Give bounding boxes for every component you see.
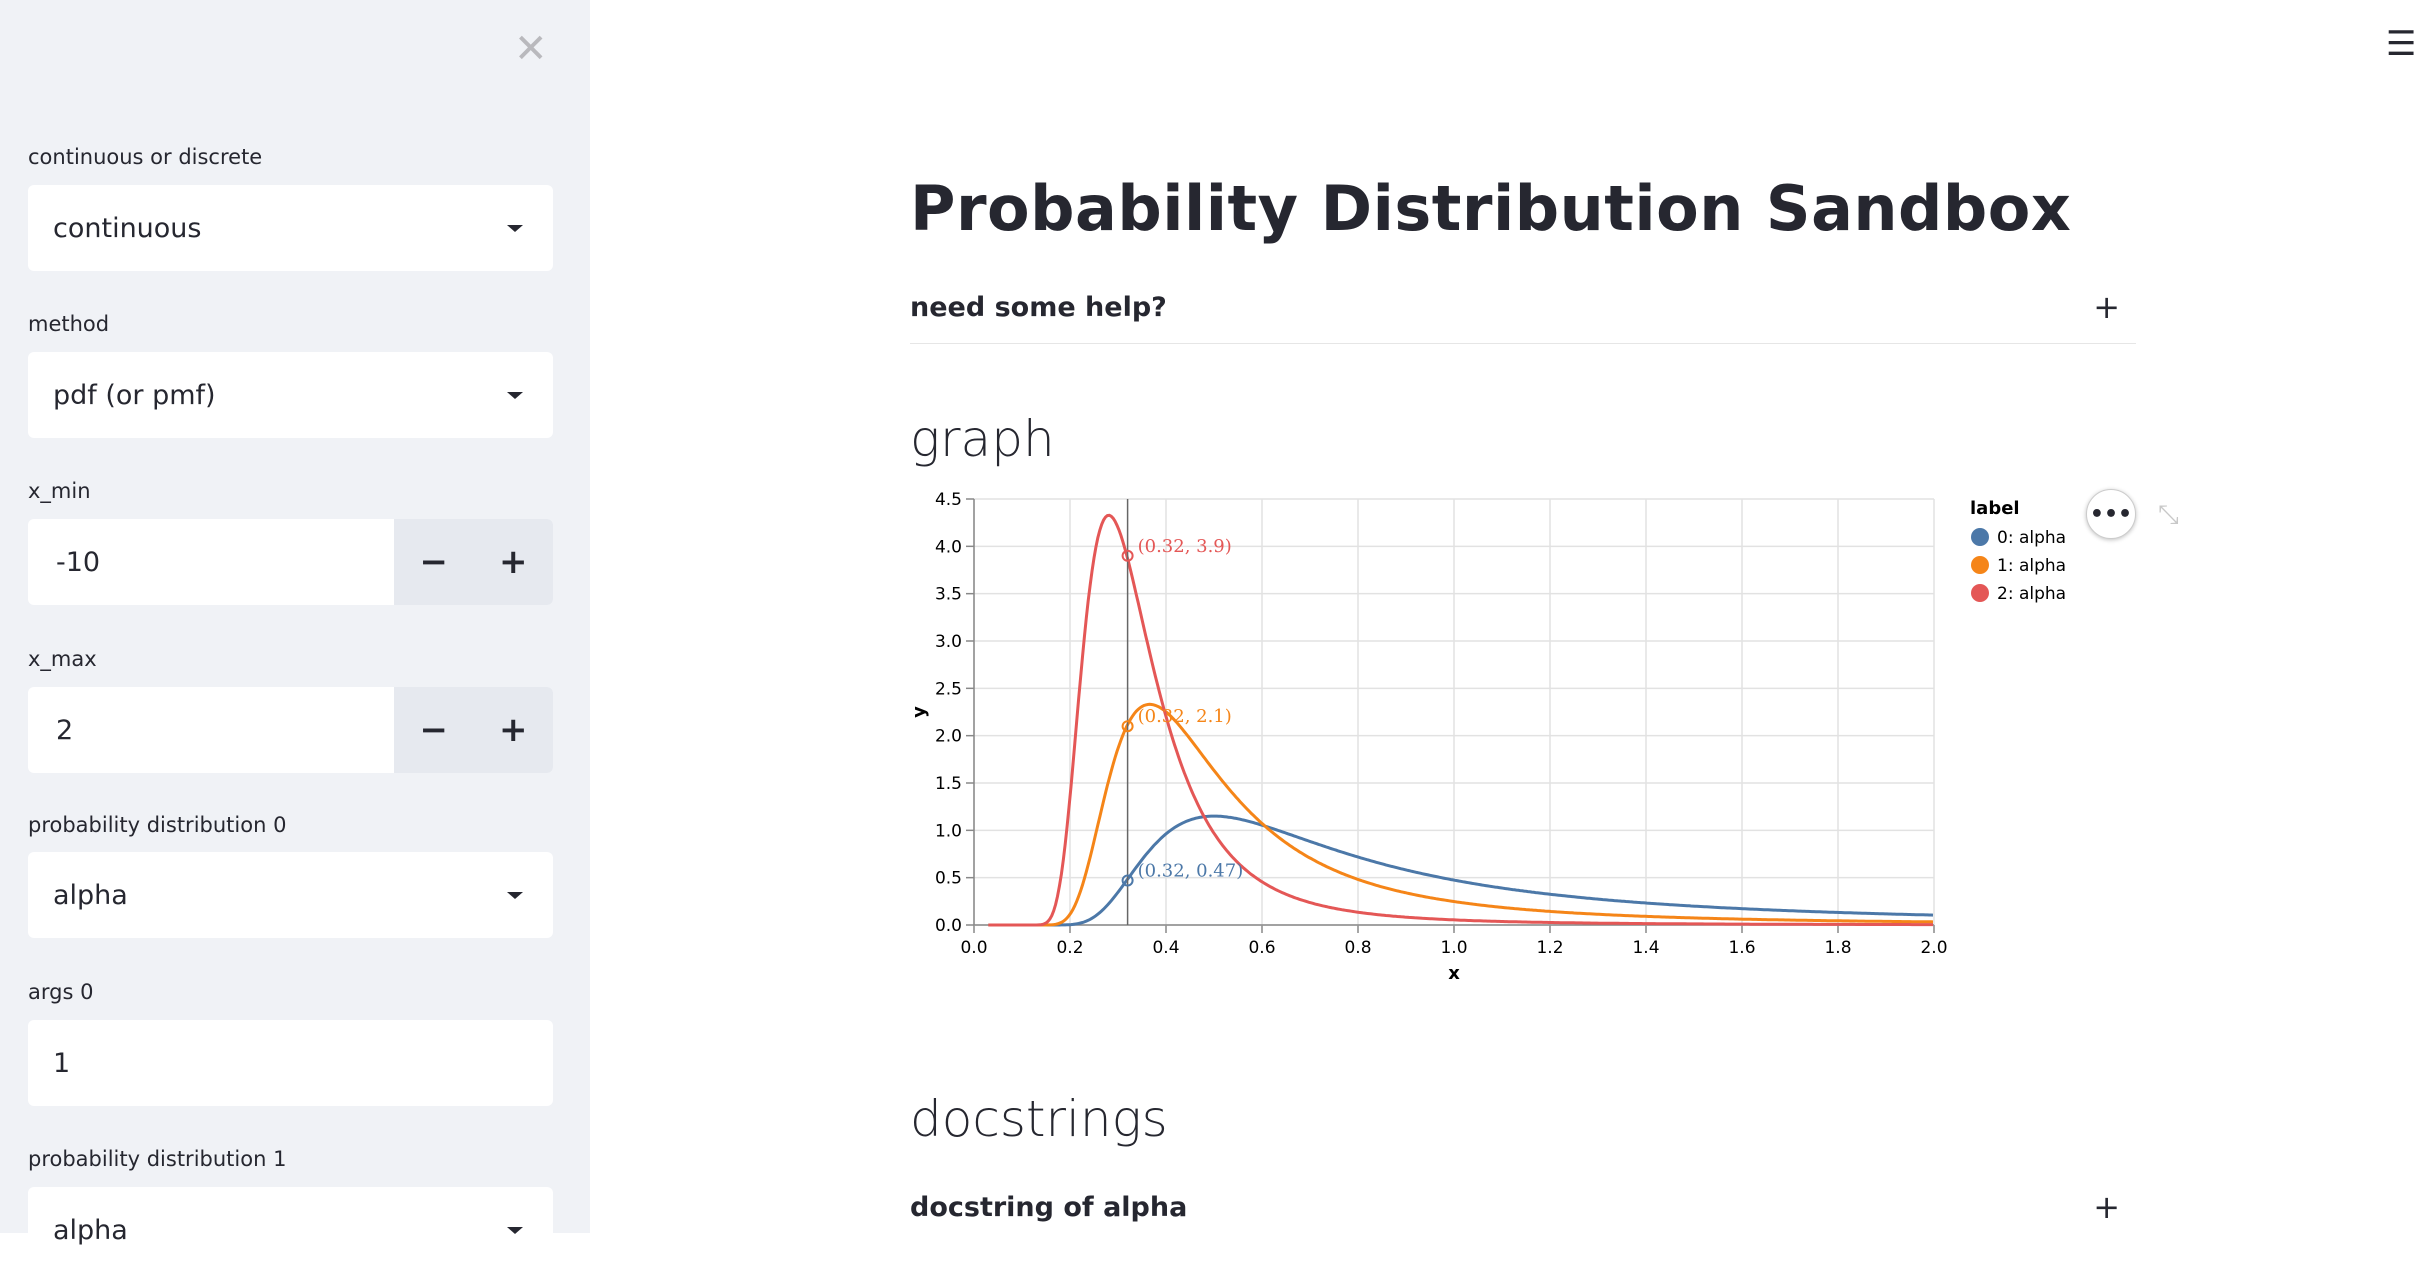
hover-label: (0.32, 3.9) [1138, 536, 1232, 557]
y-tick-label: 4.0 [935, 537, 962, 557]
series-line [988, 513, 1933, 927]
close-x-icon[interactable]: ✕ [514, 26, 548, 72]
x-min-input[interactable]: -10 [56, 546, 101, 578]
decrement-button[interactable]: − [419, 542, 449, 582]
fullscreen-expand-icon[interactable]: ⤡ [2158, 500, 2179, 530]
legend-label: 2: alpha [1997, 584, 2066, 604]
field-label: continuous or discrete [28, 145, 263, 169]
expander-label: docstring of alpha [910, 1192, 1188, 1223]
caret-down-icon [507, 1227, 523, 1234]
x-tick-label: 1.8 [1824, 938, 1851, 958]
plus-icon[interactable]: + [2093, 1188, 2120, 1226]
x-tick-label: 0.4 [1152, 938, 1179, 958]
field-label: args 0 [28, 980, 94, 1004]
select-value: continuous [53, 212, 202, 244]
y-tick-label: 2.5 [935, 679, 962, 699]
legend-label: 0: alpha [1997, 528, 2066, 548]
y-tick-label: 4.5 [935, 490, 962, 510]
field-label: probability distribution 0 [28, 813, 287, 837]
legend-symbol [1971, 584, 1989, 602]
page-title: Probability Distribution Sandbox [910, 172, 2072, 245]
increment-button[interactable]: + [499, 542, 528, 582]
y-axis-title: y [909, 706, 930, 718]
hover-label: (0.32, 2.1) [1138, 706, 1232, 727]
field-label: x_max [28, 647, 97, 671]
y-tick-label: 1.0 [935, 821, 962, 841]
graph-heading: graph [910, 410, 1055, 468]
y-tick-label: 1.5 [935, 774, 962, 794]
distribution-0-select[interactable]: alpha [28, 852, 553, 938]
y-tick-label: 0.0 [935, 916, 962, 936]
field-label: method [28, 312, 110, 336]
x-max-stepper: − + [394, 687, 553, 773]
x-axis-title: x [1448, 963, 1460, 984]
x-tick-label: 2.0 [1920, 938, 1947, 958]
increment-button[interactable]: + [499, 710, 528, 750]
x-tick-label: 0.2 [1056, 938, 1083, 958]
hover-point [1121, 874, 1134, 887]
y-tick-label: 2.0 [935, 727, 962, 747]
plus-icon[interactable]: + [2093, 288, 2120, 326]
docstring-expander[interactable]: docstring of alpha + [910, 1188, 2136, 1226]
caret-down-icon [507, 892, 523, 899]
docstrings-heading: docstrings [910, 1090, 1168, 1148]
hover-point [1121, 720, 1134, 733]
select-value: pdf (or pmf) [53, 379, 216, 411]
help-expander[interactable]: need some help? + [910, 288, 2136, 344]
x-min-stepper: − + [394, 519, 553, 605]
input-value: 1 [53, 1047, 71, 1079]
legend-symbol [1971, 556, 1989, 574]
legend-symbol [1971, 528, 1989, 546]
select-value: alpha [53, 879, 128, 911]
y-tick-label: 0.5 [935, 869, 962, 889]
caret-down-icon [507, 225, 523, 232]
expander-label: need some help? [910, 292, 1167, 323]
series-line [988, 702, 1934, 927]
x-max-input[interactable]: 2 [56, 714, 74, 746]
series-line [988, 814, 1934, 927]
continuous-or-discrete-select[interactable]: continuous [28, 185, 553, 271]
x-tick-label: 1.4 [1632, 938, 1659, 958]
legend-title: label [1970, 498, 2020, 519]
chart-actions-button[interactable]: ••• [2086, 489, 2136, 539]
y-tick-label: 3.0 [935, 632, 962, 652]
field-label: probability distribution 1 [28, 1147, 287, 1171]
x-tick-label: 1.6 [1728, 938, 1755, 958]
x-tick-label: 0.6 [1248, 938, 1275, 958]
hover-label: (0.32, 0.47) [1138, 861, 1244, 882]
x-tick-label: 0.8 [1344, 938, 1371, 958]
caret-down-icon [507, 392, 523, 399]
x-max-number-input: 2 − + [28, 687, 553, 773]
args-0-input[interactable]: 1 [28, 1020, 553, 1106]
sidebar: ✕ continuous or discrete continuous meth… [0, 0, 590, 1273]
method-select[interactable]: pdf (or pmf) [28, 352, 553, 438]
hamburger-icon[interactable]: ☰ [2386, 24, 2417, 64]
x-tick-label: 1.0 [1440, 938, 1467, 958]
field-label: x_min [28, 479, 91, 503]
legend-label: 1: alpha [1997, 556, 2066, 576]
distribution-1-select[interactable]: alpha [28, 1187, 553, 1273]
hover-point [1121, 549, 1134, 562]
x-tick-label: 1.2 [1536, 938, 1563, 958]
y-tick-label: 3.5 [935, 585, 962, 605]
select-value: alpha [53, 1214, 128, 1246]
x-tick-label: 0.0 [960, 938, 987, 958]
x-min-number-input: -10 − + [28, 519, 553, 605]
decrement-button[interactable]: − [419, 710, 449, 750]
chart: 0.0 0.2 0.4 0.6 0.8 1.0 1.2 1.4 1.6 1.8 2.0 0.0 0.5 1… [909, 490, 2066, 984]
